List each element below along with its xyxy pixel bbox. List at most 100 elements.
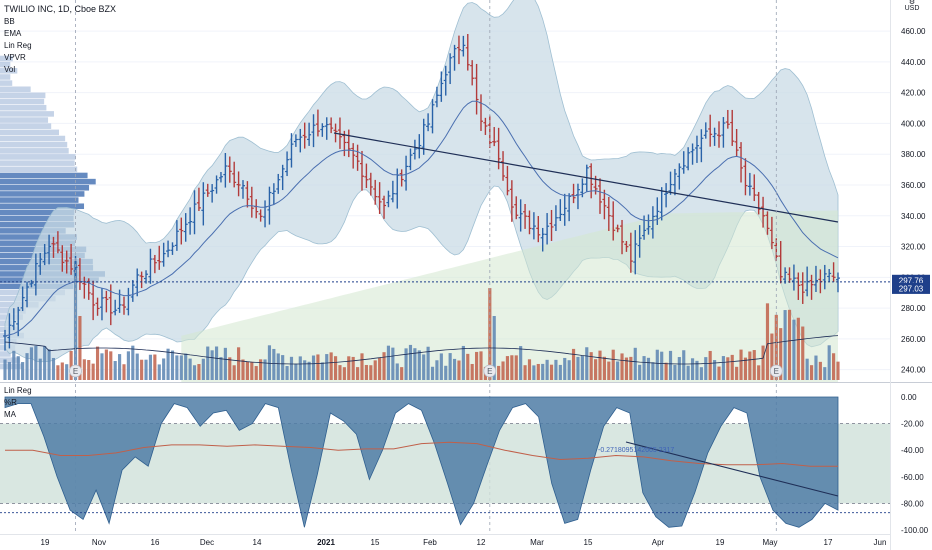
vpvr-bar: [0, 86, 31, 93]
vpvr-bar: [0, 148, 69, 154]
volume-bar: [95, 346, 100, 380]
oscillator-trendline[interactable]: [625, 441, 839, 497]
legend-linreg[interactable]: Lin Reg: [4, 41, 32, 50]
ohlc-bar: [761, 196, 766, 228]
volume-bar: [316, 354, 320, 380]
ohlc-bar: [382, 195, 387, 219]
ohlc-bar: [360, 150, 364, 191]
time-tick-label: Apr: [652, 538, 665, 547]
legend-ema[interactable]: EMA: [4, 29, 22, 38]
volume-bar: [554, 359, 558, 380]
legend-vol[interactable]: Vol: [4, 65, 15, 74]
ohlc-bar: [351, 143, 356, 169]
ohlc-bar: [69, 243, 74, 275]
ohlc-bar: [518, 199, 523, 232]
ohlc-bar: [540, 227, 545, 252]
time-tick-label: May: [762, 538, 777, 547]
ohlc-bar: [637, 225, 642, 258]
volume-bar: [545, 359, 549, 380]
volume-bar: [298, 356, 302, 380]
ohlc-bar: [796, 272, 801, 300]
volume-bar: [333, 356, 338, 380]
pane-divider[interactable]: [0, 382, 932, 383]
volume-bar: [311, 355, 316, 380]
ohlc-bar: [192, 190, 197, 235]
vpvr-bar: [0, 74, 11, 80]
volume-bar: [541, 363, 545, 380]
legend-bb[interactable]: BB: [4, 17, 15, 26]
ohlc-bar: [734, 129, 739, 157]
volume-bar: [87, 360, 91, 380]
time-tick-label: 17: [824, 538, 833, 547]
volume-bar: [783, 310, 787, 380]
volume-bar: [510, 355, 514, 380]
time-tick-label: 15: [371, 538, 380, 547]
time-axis-divider: [0, 534, 890, 535]
time-tick-label: 15: [584, 538, 593, 547]
ohlc-bar: [672, 168, 677, 196]
volume-bar: [633, 347, 637, 380]
ohlc-bar: [677, 163, 682, 190]
ohlc-bar: [567, 193, 572, 222]
volume-bar: [382, 352, 386, 380]
volume-bar: [43, 346, 47, 380]
ohlc-bar: [412, 139, 417, 160]
ohlc-bar: [25, 281, 30, 308]
vpvr-bar: [0, 55, 13, 62]
volume-bar: [563, 357, 567, 380]
vpvr-bar: [0, 135, 66, 142]
volume-bar: [616, 361, 620, 380]
ohlc-bar: [148, 248, 153, 284]
volume-bar: [303, 360, 307, 380]
earnings-marker[interactable]: [769, 364, 783, 378]
price-tick-label: 420.00: [901, 89, 926, 98]
linreg-channel-fill: [181, 210, 839, 382]
ohlc-bar: [492, 127, 497, 147]
volume-bar: [690, 358, 695, 380]
volume-bar: [422, 354, 426, 380]
ohlc-bar: [271, 183, 276, 205]
ohlc-bar: [408, 148, 413, 171]
volume-bar: [721, 356, 725, 380]
legend-vpvr[interactable]: VPVR: [4, 53, 26, 62]
earnings-marker[interactable]: [69, 364, 82, 378]
volume-bar: [122, 364, 126, 380]
ohlc-bar: [368, 172, 373, 196]
ohlc-bar: [787, 267, 792, 283]
price-tick-label: 380.00: [901, 150, 926, 159]
volume-bar: [638, 364, 642, 380]
volume-bar: [779, 328, 783, 380]
vpvr-bar: [0, 80, 13, 86]
ohlc-bar: [201, 182, 206, 226]
ohlc-bar: [258, 209, 263, 222]
earnings-marker[interactable]: [483, 364, 497, 378]
vpvr-bar: [0, 166, 78, 173]
vpvr-bar: [0, 191, 85, 197]
ohlc-bar: [293, 134, 298, 147]
volume-bar: [184, 353, 188, 380]
ohlc-bar: [276, 173, 281, 194]
volume-bar: [373, 360, 377, 380]
volume-bar: [765, 303, 770, 380]
resistance-trendline[interactable]: [333, 132, 839, 223]
volume-bar: [369, 365, 373, 380]
volume-bar: [400, 367, 404, 380]
volume-bar: [713, 360, 717, 380]
volume-bar: [827, 345, 831, 380]
ohlc-bar: [324, 117, 329, 140]
settings-icon[interactable]: ⚙: [909, 0, 915, 6]
volume-bar: [250, 361, 254, 380]
legend-williams-r[interactable]: %R: [4, 398, 17, 407]
legend-lower-linreg[interactable]: Lin Reg: [4, 386, 32, 395]
vpvr-bar: [0, 61, 11, 68]
volume-bar: [170, 350, 175, 380]
ohlc-bar: [624, 241, 629, 252]
volume-bar: [56, 365, 60, 380]
time-tick-label: Dec: [200, 538, 214, 547]
volume-bars: [3, 261, 840, 380]
volume-bar: [686, 365, 690, 380]
legend-ma[interactable]: MA: [4, 410, 17, 419]
ohlc-bar: [439, 71, 444, 102]
vpvr-bar: [0, 221, 75, 228]
